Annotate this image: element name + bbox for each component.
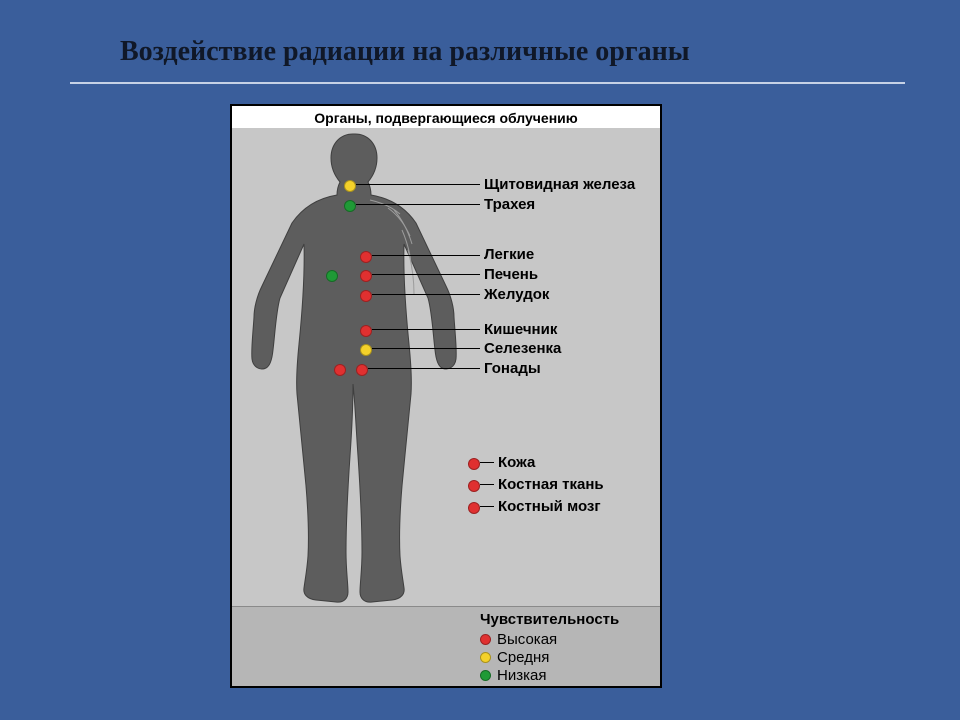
organ-dot-lungs — [360, 251, 372, 263]
legend-title: Чувствительность — [480, 611, 619, 628]
low-dot-icon — [480, 670, 491, 681]
leader-thyroid — [356, 184, 480, 185]
organ-dot-gonads-2 — [334, 364, 346, 376]
leader-lungs — [372, 255, 480, 256]
legend-label: Низкая — [497, 667, 546, 684]
legend-label: Средня — [497, 649, 549, 666]
leader-marrow — [480, 506, 494, 507]
organ-dot-skin — [468, 458, 480, 470]
leader-skin — [480, 462, 494, 463]
organ-label-lungs: Легкие — [484, 246, 534, 263]
leader-spleen — [372, 348, 480, 349]
organ-label-liver: Печень — [484, 266, 538, 283]
diagram-card: Органы, подвергающиеся облучению Щитовид… — [230, 104, 662, 688]
organ-dot-liver-2 — [360, 270, 372, 282]
title-rule — [70, 82, 905, 84]
leader-stomach — [372, 294, 480, 295]
legend-area: Чувствительность ВысокаяСредняНизкая — [232, 606, 660, 686]
organ-label-gonads: Гонады — [484, 360, 541, 377]
organ-dot-gonads — [356, 364, 368, 376]
leader-liver — [372, 274, 480, 275]
organ-label-bone: Костная ткань — [498, 476, 604, 493]
organ-dot-bone — [468, 480, 480, 492]
legend-label: Высокая — [497, 631, 557, 648]
organ-label-trachea: Трахея — [484, 196, 535, 213]
card-title: Органы, подвергающиеся облучению — [232, 110, 660, 126]
organ-label-spleen: Селезенка — [484, 340, 561, 357]
legend-item-high: Высокая — [480, 631, 557, 648]
figure-area: Щитовидная железа Трахея Легкие Печень Желуд… — [232, 128, 660, 608]
organ-label-intestine: Кишечник — [484, 321, 557, 338]
legend-item-medium: Средня — [480, 649, 549, 666]
organ-dot-marrow — [468, 502, 480, 514]
leader-bone — [480, 484, 494, 485]
organ-dot-stomach — [360, 290, 372, 302]
leader-trachea — [356, 204, 480, 205]
high-dot-icon — [480, 634, 491, 645]
organ-dot-spleen — [360, 344, 372, 356]
slide-title: Воздействие радиации на различные органы — [120, 36, 690, 68]
organ-label-marrow: Костный мозг — [498, 498, 601, 515]
medium-dot-icon — [480, 652, 491, 663]
organ-label-stomach: Желудок — [484, 286, 549, 303]
organ-dot-intestine — [360, 325, 372, 337]
organ-dot-trachea — [344, 200, 356, 212]
leader-gonads — [368, 368, 480, 369]
organ-dot-liver — [326, 270, 338, 282]
organ-label-skin: Кожа — [498, 454, 535, 471]
legend-item-low: Низкая — [480, 667, 546, 684]
organ-dot-thyroid — [344, 180, 356, 192]
organ-label-thyroid: Щитовидная железа — [484, 176, 635, 193]
leader-intestine — [372, 329, 480, 330]
